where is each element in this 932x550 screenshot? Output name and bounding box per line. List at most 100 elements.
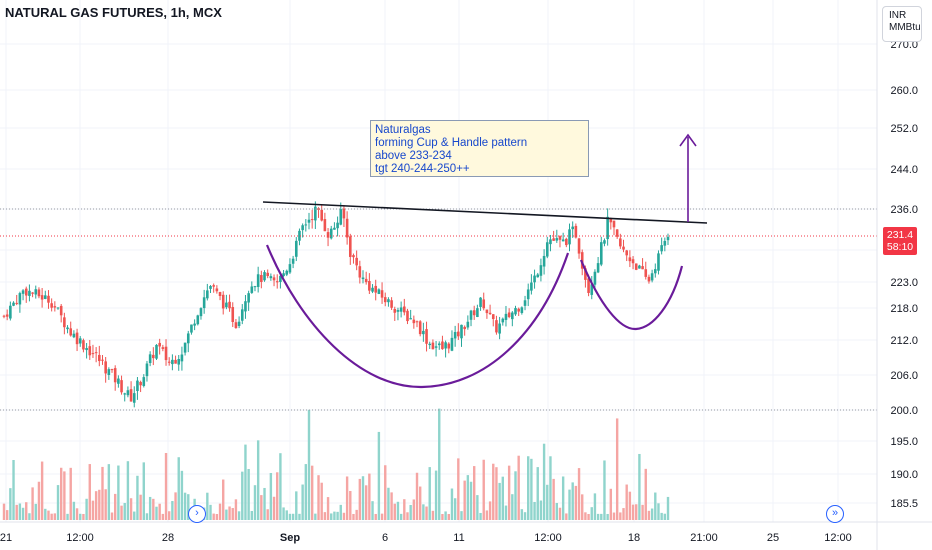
volume-layer: [2, 408, 670, 520]
volume-bar: [374, 513, 377, 520]
volume-bar: [364, 485, 368, 520]
scroll-to-realtime-icon[interactable]: »: [826, 505, 844, 523]
candle-body: [504, 313, 508, 320]
volume-bar: [587, 513, 590, 520]
price-tick-label: 252.0: [890, 123, 918, 135]
volume-bar: [527, 456, 530, 520]
volume-bar: [596, 513, 600, 520]
candle-body: [310, 219, 314, 221]
candle-body: [269, 276, 273, 279]
candle-body: [63, 317, 66, 328]
candle-body: [209, 285, 212, 289]
candle-body: [50, 303, 53, 308]
candle-body: [609, 218, 613, 223]
candle-body: [647, 276, 651, 282]
handle-arc[interactable]: [579, 259, 684, 331]
currency-unit-selector[interactable]: INR MMBtu: [882, 6, 922, 42]
symbol-title[interactable]: NATURAL GAS FUTURES, 1h, MCX: [5, 5, 222, 20]
volume-bar: [479, 512, 482, 520]
volume-bar: [625, 484, 628, 520]
volume-bar: [177, 457, 180, 520]
volume-bar: [463, 480, 466, 520]
candle-body: [387, 299, 390, 303]
volume-bar: [428, 467, 431, 520]
candle-body: [333, 227, 336, 230]
volume-bar: [549, 456, 552, 520]
target-arrow-head[interactable]: [679, 133, 697, 147]
volume-bar: [288, 513, 292, 520]
volume-bar: [307, 409, 311, 520]
volume-bar: [450, 488, 454, 520]
candle-body: [472, 310, 476, 316]
volume-bar: [28, 513, 31, 520]
volume-bar: [256, 440, 260, 520]
volume-bar: [253, 485, 257, 520]
volume-bar: [641, 504, 644, 520]
candle-body: [263, 272, 266, 281]
price-tick-label: 185.5: [890, 498, 918, 510]
candle-body: [498, 323, 501, 334]
candle-body: [491, 314, 495, 320]
time-tick-label: 11: [453, 532, 464, 544]
candle-body: [361, 277, 365, 280]
candle-body: [606, 216, 609, 240]
time-tick-label: 12:00: [66, 532, 94, 544]
candle-body: [453, 332, 457, 339]
volume-bar: [396, 501, 400, 520]
candle-body: [186, 333, 190, 344]
candle-body: [571, 226, 574, 230]
candle-body: [237, 321, 241, 326]
candle-body: [530, 282, 533, 291]
candle-body: [657, 253, 660, 271]
volume-bar: [63, 471, 66, 520]
candle-body: [348, 236, 352, 257]
candle-body: [110, 369, 114, 371]
volume-bar: [504, 505, 508, 520]
volume-bar: [126, 461, 130, 520]
volume-bar: [212, 513, 215, 520]
candle-body: [425, 329, 428, 344]
go-to-date-icon[interactable]: ›: [188, 505, 206, 523]
candle-body: [301, 225, 304, 231]
candle-body: [422, 330, 425, 335]
candle-body: [155, 344, 158, 359]
candle-body: [441, 341, 444, 350]
volume-bar: [387, 487, 390, 520]
volume-bar: [498, 482, 501, 520]
candle-body: [247, 293, 250, 303]
candle-body: [399, 307, 403, 312]
price-tick-label: 200.0: [890, 405, 918, 417]
candle-body: [260, 275, 263, 282]
candle-body: [167, 361, 171, 363]
volume-bar: [565, 513, 568, 520]
candle-body: [352, 255, 355, 258]
candle-body: [139, 381, 142, 386]
candle-body: [82, 340, 85, 350]
candle-body: [514, 308, 517, 315]
resistance-trendline[interactable]: [262, 201, 708, 224]
volume-bar: [94, 491, 98, 520]
volume-bar: [631, 504, 635, 520]
candle-body: [21, 290, 25, 294]
volume-bar: [187, 494, 190, 520]
candle-body: [250, 286, 254, 293]
volume-bar: [310, 465, 314, 520]
drawing-layer[interactable]: [262, 133, 708, 389]
candle-body: [561, 239, 565, 242]
candle-body: [593, 271, 597, 285]
volume-bar: [244, 444, 247, 520]
volume-bar: [250, 510, 254, 520]
volume-bar: [434, 470, 438, 520]
volume-bar: [142, 462, 145, 520]
cup-arc[interactable]: [265, 244, 570, 389]
candle-body: [117, 378, 120, 384]
volume-bar: [371, 501, 374, 520]
annotation-note[interactable]: Naturalgas forming Cup & Handle pattern …: [370, 120, 589, 177]
price-tick-label: 244.0: [890, 164, 918, 176]
candle-body: [24, 288, 28, 296]
volume-bar: [44, 508, 47, 520]
candle-body: [447, 343, 451, 349]
candle-body: [164, 346, 168, 361]
volume-bar: [482, 459, 485, 520]
